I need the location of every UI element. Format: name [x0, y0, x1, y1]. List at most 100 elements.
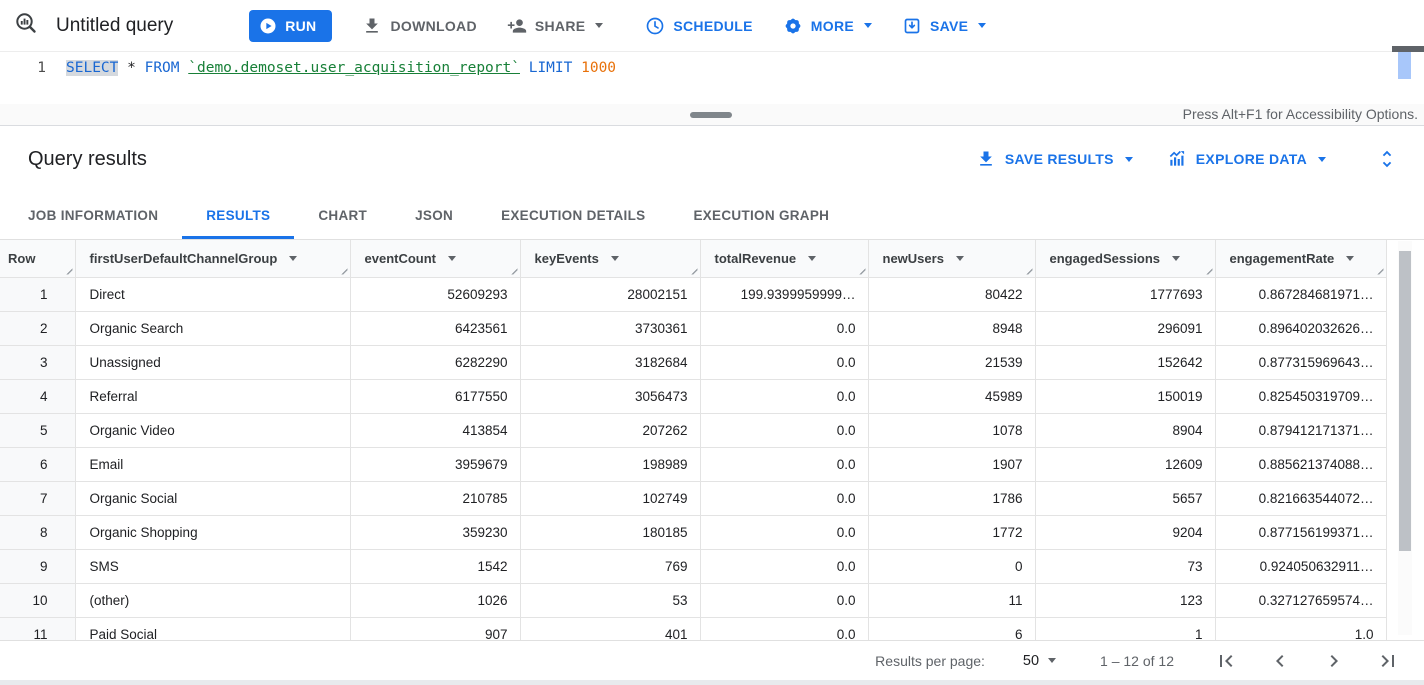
sql-editor[interactable]: 1 SELECT * FROM `demo.demoset.user_acqui…	[0, 46, 1424, 104]
table-scrollbar-track[interactable]	[1398, 241, 1412, 635]
row-number: 9	[0, 549, 76, 584]
table-cell: 0.867284681971…	[1215, 277, 1387, 312]
column-resize-handle[interactable]	[62, 264, 73, 275]
table-row: 6 Email 3959679 198989 0.0 1907 12609 0.8856213…	[0, 447, 1387, 482]
column-menu-caret-icon[interactable]	[1346, 255, 1355, 261]
table-scrollbar-thumb[interactable]	[1399, 251, 1411, 551]
first-page-button[interactable]	[1214, 649, 1238, 673]
column-resize-handle[interactable]	[337, 264, 348, 275]
column-menu-caret-icon[interactable]	[289, 255, 298, 261]
table-cell: 0.0	[700, 379, 869, 414]
collapse-results-button[interactable]	[1376, 148, 1398, 170]
column-menu-caret-icon[interactable]	[808, 255, 817, 261]
save-button[interactable]: SAVE	[902, 16, 987, 36]
panel-resize-handle[interactable]	[690, 112, 732, 118]
row-number: 2	[0, 311, 76, 346]
results-per-page-label: Results per page:	[875, 652, 985, 669]
tab-execution-details[interactable]: EXECUTION DETAILS	[501, 208, 646, 223]
editor-footer-strip: Press Alt+F1 for Accessibility Options.	[0, 104, 1424, 126]
last-page-button[interactable]	[1376, 649, 1400, 673]
table-cell: 1786	[868, 481, 1036, 516]
dropdown-caret-icon	[1318, 156, 1326, 162]
results-table: Row firstUserDefaultChannelGroup eventCoun…	[0, 240, 1387, 640]
column-header-row: Row	[0, 240, 76, 278]
dropdown-caret-icon	[1124, 156, 1133, 162]
table-cell: 1	[1035, 617, 1216, 640]
share-button[interactable]: SHARE	[507, 16, 604, 36]
unfold-icon	[1382, 150, 1392, 168]
table-cell: 9204	[1035, 515, 1216, 550]
tab-results[interactable]: RESULTS	[182, 192, 295, 239]
column-resize-handle[interactable]	[1373, 264, 1384, 275]
column-header-keyevents[interactable]: keyEvents	[520, 240, 701, 278]
explore-data-button[interactable]: EXPLORE DATA	[1157, 143, 1336, 175]
table-cell: 0.0	[700, 549, 869, 584]
sql-code-line[interactable]: SELECT * FROM `demo.demoset.user_acquisi…	[66, 60, 616, 76]
token-select: SELECT	[66, 60, 119, 76]
table-cell: 907	[350, 617, 521, 640]
table-reference-link[interactable]: `demo.demoset.user_acquisition_report`	[188, 60, 520, 76]
row-number: 11	[0, 617, 76, 640]
schedule-button[interactable]: SCHEDULE	[645, 16, 752, 36]
table-cell: 152642	[1035, 345, 1216, 380]
table-cell: Organic Social	[75, 481, 351, 516]
table-cell: 199.9399959999…	[700, 277, 869, 312]
token-from: FROM	[144, 60, 180, 76]
column-resize-handle[interactable]	[855, 264, 866, 275]
table-cell: 3730361	[520, 311, 701, 346]
table-cell: 6	[868, 617, 1036, 640]
column-label: keyEvents	[534, 250, 599, 266]
next-page-button[interactable]	[1322, 649, 1346, 673]
table-cell: 0.896402032626…	[1215, 311, 1387, 346]
prev-page-button[interactable]	[1268, 649, 1292, 673]
column-label: firstUserDefaultChannelGroup	[89, 250, 278, 266]
column-menu-caret-icon[interactable]	[610, 255, 619, 261]
column-resize-handle[interactable]	[1202, 264, 1213, 275]
table-row: 5 Organic Video 413854 207262 0.0 1078 8904 0.8…	[0, 413, 1387, 448]
row-number: 5	[0, 413, 76, 448]
table-cell: 1.0	[1215, 617, 1387, 640]
table-cell: 1078	[868, 413, 1036, 448]
bigquery-query-icon	[14, 11, 38, 40]
tab-execution-graph[interactable]: EXECUTION GRAPH	[693, 208, 830, 223]
more-button[interactable]: MORE	[783, 16, 872, 36]
table-cell: 8904	[1035, 413, 1216, 448]
column-header-eventcount[interactable]: eventCount	[350, 240, 521, 278]
save-results-button[interactable]: SAVE RESULTS	[966, 143, 1143, 175]
query-title[interactable]: Untitled query	[56, 14, 174, 36]
table-cell: Paid Social	[75, 617, 351, 640]
column-menu-caret-icon[interactable]	[448, 255, 456, 261]
tab-chart[interactable]: CHART	[318, 208, 368, 223]
table-cell: 102749	[520, 481, 701, 516]
table-cell: 0.0	[700, 583, 869, 618]
column-resize-handle[interactable]	[507, 264, 518, 275]
table-row: 8 Organic Shopping 359230 180185 0.0 1772 9204…	[0, 515, 1387, 550]
column-resize-handle[interactable]	[687, 264, 698, 275]
page-size-select[interactable]: 50	[1023, 653, 1057, 669]
table-cell: 3959679	[350, 447, 521, 482]
column-menu-caret-icon[interactable]	[1172, 255, 1181, 261]
column-header-engagedsessions[interactable]: engagedSessions	[1035, 240, 1216, 278]
table-cell: 0.0	[700, 311, 869, 346]
tab-job-information[interactable]: JOB INFORMATION	[28, 208, 159, 223]
play-circle-icon	[260, 18, 276, 33]
table-cell: 0.825450319709…	[1215, 379, 1387, 414]
dropdown-caret-icon	[595, 23, 604, 28]
tab-json[interactable]: JSON	[415, 208, 454, 223]
run-button[interactable]: RUN	[249, 9, 333, 42]
table-row: 2 Organic Search 6423561 3730361 0.0 8948 2960…	[0, 311, 1387, 346]
download-button[interactable]: DOWNLOAD	[362, 16, 477, 36]
column-header-newusers[interactable]: newUsers	[868, 240, 1036, 278]
column-header-engagementrate[interactable]: engagementRate	[1215, 240, 1387, 278]
column-header-firstuserdefaultchannelgroup[interactable]: firstUserDefaultChannelGroup	[75, 240, 351, 278]
download-icon	[366, 18, 379, 33]
column-label: Row	[8, 250, 36, 266]
table-cell: 1542	[350, 549, 521, 584]
editor-scrollbar-thumb[interactable]	[1398, 52, 1411, 79]
query-results-header: Query results SAVE RESULTS EXPLORE DATA	[0, 126, 1424, 192]
column-resize-handle[interactable]	[1022, 264, 1033, 275]
pagination-footer: Results per page: 50 1 – 12 of 12	[0, 640, 1424, 680]
table-cell: Organic Search	[75, 311, 351, 346]
column-header-totalrevenue[interactable]: totalRevenue	[700, 240, 869, 278]
column-menu-caret-icon[interactable]	[955, 255, 964, 261]
